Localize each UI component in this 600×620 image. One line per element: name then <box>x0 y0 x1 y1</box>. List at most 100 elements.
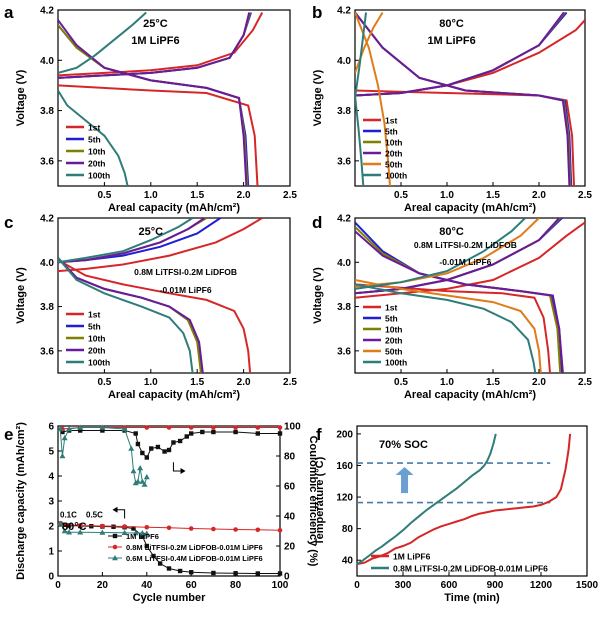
temperature-line <box>356 433 497 566</box>
data-point-circle <box>277 527 283 533</box>
data-point-triangle <box>139 478 146 484</box>
series-100th-charge-line <box>58 218 194 264</box>
data-point-triangle <box>128 445 135 451</box>
y-tick-label: 3.8 <box>337 302 351 313</box>
legend-label: 10th <box>385 138 402 148</box>
series-100th-discharge-line <box>355 95 365 186</box>
legend-label: 20th <box>88 346 105 356</box>
x-tick-label: 1.5 <box>190 190 204 201</box>
data-point-square <box>112 533 118 539</box>
data-point-circle <box>144 425 150 430</box>
data-point-triangle <box>139 530 146 536</box>
y2-tick-label: 60 <box>284 482 296 493</box>
y2-tick-label: 40 <box>284 512 296 523</box>
data-point-triangle <box>77 424 84 430</box>
panel-annotation: 0.8M LiTFSI-0.2M LiDFOB <box>414 240 517 250</box>
efficiency-line <box>62 430 280 459</box>
legend-label: 0.8M LiTFSI-0.2M LiDFOB-0.01M LiPF6 <box>393 564 548 574</box>
series-20th-charge-line <box>58 218 206 264</box>
rate-label: 0.1C <box>60 510 77 519</box>
data-point-square <box>155 444 161 450</box>
y-axis-label: Voltage (V) <box>312 69 324 126</box>
x-tick-label: 0.5 <box>97 377 111 388</box>
x-tick-label: 2.0 <box>532 377 546 388</box>
y-tick-label: 4.2 <box>337 214 351 225</box>
legend-label: 5th <box>88 322 101 332</box>
efficiency-line <box>59 427 148 486</box>
legend-label: 20th <box>385 336 402 346</box>
panel-title: 80°C <box>62 521 87 533</box>
y-tick-label: 2 <box>48 522 54 533</box>
x-axis-label: Areal capacity (mAh/cm²) <box>404 389 536 401</box>
series-10th-discharge-line <box>58 24 249 186</box>
data-point-square <box>140 533 145 539</box>
x-tick-label: 0.5 <box>394 377 408 388</box>
data-point-triangle <box>57 426 64 432</box>
y-tick-label: 4.2 <box>40 214 54 225</box>
right-axis-arrowhead <box>180 468 186 474</box>
legend-label: 5th <box>385 314 398 324</box>
data-point-square <box>157 561 163 566</box>
x-tick-label: 2.0 <box>532 190 546 201</box>
plot-frame <box>57 217 291 374</box>
panel-title: 80°C <box>439 18 464 30</box>
x-tick-label: 0.5 <box>394 190 408 201</box>
y-tick-label: 3.6 <box>337 156 351 167</box>
y-axis-label: Voltage (V) <box>15 267 27 324</box>
y-tick-label: 40 <box>342 556 354 567</box>
legend-label: 100th <box>88 358 110 368</box>
panel-subtitle: 1M LiPF6 <box>131 35 179 47</box>
legend-label: 1M LiPF6 <box>393 552 431 562</box>
y-tick-label: 0 <box>48 572 54 583</box>
x-axis-label: Areal capacity (mAh/cm²) <box>404 202 536 214</box>
panel-d: d 0.5 1.0 1.5 2.0 2.5 3.6 3.8 4.0 4.2 Areal capaci… <box>312 213 592 401</box>
legend-label: 50th <box>385 160 402 170</box>
y-axis-label: Voltage (V) <box>312 267 324 324</box>
x-tick-label: 1500 <box>576 580 599 591</box>
data-point-circle <box>255 425 261 430</box>
panel-c: c 0.5 1.0 1.5 2.0 2.5 3.6 3.8 4.0 4.2 Areal capaci… <box>4 213 297 401</box>
series-20th-charge-line <box>355 11 565 97</box>
plot-frame <box>356 425 588 577</box>
x-tick-label: 600 <box>441 580 458 591</box>
data-point-triangle <box>143 530 150 536</box>
data-point-square <box>177 568 183 574</box>
series-10th-charge-line <box>58 218 208 264</box>
data-point-circle <box>233 527 238 532</box>
series-5th-discharge-line <box>58 24 250 186</box>
data-point-triangle <box>132 530 139 536</box>
y-tick-label: 4.0 <box>40 56 54 67</box>
data-point-square <box>140 450 145 456</box>
data-point-square <box>144 543 149 549</box>
y-tick-label: 6 <box>48 422 54 433</box>
data-point-square <box>177 438 183 444</box>
legend-label: 0.8M LiTFSI-0.2M LiDFOB-0.01M LiPF6 <box>126 543 263 552</box>
x-axis-label: Areal capacity (mAh/cm²) <box>108 389 240 401</box>
legend-label: 1st <box>88 123 100 133</box>
y2-tick-label: 80 <box>284 452 296 463</box>
x-tick-label: 100 <box>272 580 289 591</box>
y-tick-label: 3.8 <box>40 302 54 313</box>
series-20th-discharge-line <box>58 19 248 186</box>
data-point-triangle <box>99 424 106 430</box>
data-point-square <box>149 446 154 451</box>
data-point-square <box>233 571 238 576</box>
x-tick-label: 1.5 <box>190 377 204 388</box>
data-point-circle <box>211 526 216 532</box>
data-point-triangle <box>141 481 148 487</box>
y2-axis-label: Coulombic efficiency (%) <box>307 436 319 567</box>
data-point-circle <box>188 526 194 531</box>
left-axis-arrowhead <box>112 506 118 513</box>
data-point-triangle <box>121 529 128 535</box>
data-point-circle <box>122 524 127 529</box>
legend-label: 5th <box>385 127 398 137</box>
data-point-square <box>233 429 238 435</box>
capacity-line <box>60 523 281 531</box>
x-tick-label: 2.5 <box>578 377 592 388</box>
x-tick-label: 0.5 <box>97 190 111 201</box>
y-tick-label: 120 <box>336 493 353 504</box>
x-tick-label: 1.0 <box>440 190 454 201</box>
series-1st-charge-line <box>58 218 263 273</box>
x-tick-label: 2.5 <box>283 377 297 388</box>
y-tick-label: 3 <box>48 497 54 508</box>
